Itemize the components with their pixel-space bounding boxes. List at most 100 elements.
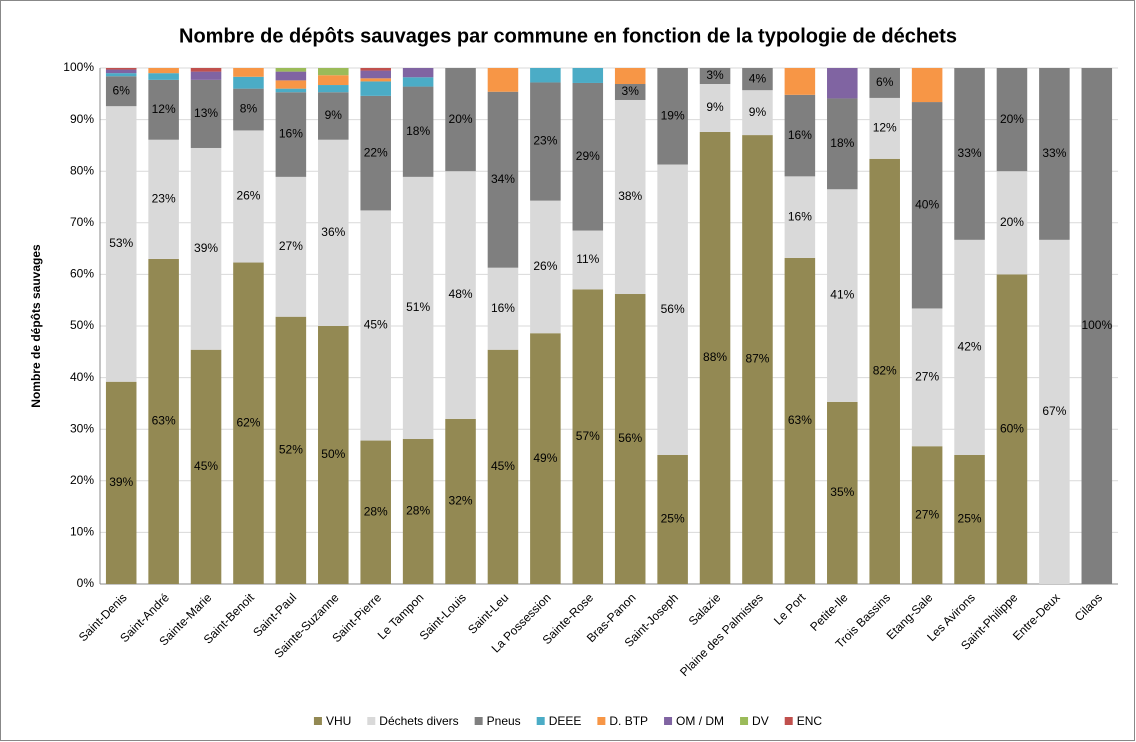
data-label: 41% [830,288,854,302]
data-label: 63% [788,413,812,427]
bar-segment [487,91,519,268]
legend-label: Pneus [487,714,521,728]
bar-segment [318,68,349,76]
bar-segment [105,76,137,107]
data-label: 27% [279,239,303,253]
data-label: 38% [618,189,642,203]
bar-segment [105,73,137,77]
bar-segment [911,308,943,447]
data-label: 50% [321,447,345,461]
bar-segment [275,80,307,89]
bar-segment [996,68,1028,172]
data-label: 22% [364,145,388,159]
legend-label: ENC [797,714,823,728]
data-label: 28% [406,504,430,518]
legend-label: OM / DM [676,714,724,728]
bar-segment [148,68,179,74]
bar-segment [827,401,858,584]
bar-segment [402,86,434,177]
bar-segment [402,176,434,440]
data-label: 27% [915,507,939,521]
bar-segment [827,189,858,402]
bar-segment [148,79,179,140]
bar-segment [233,88,264,131]
data-label: 39% [194,241,218,255]
bar-segment [530,333,561,584]
data-label: 8% [240,102,258,116]
bar-segment [275,71,307,81]
data-label: 23% [533,134,557,148]
data-label: 39% [109,475,133,489]
data-label: 45% [364,318,388,332]
data-label: 51% [406,300,430,314]
legend-swatch [664,717,673,725]
y-tick-label: 60% [70,267,94,281]
legend-label: VHU [326,714,351,728]
y-tick-label: 100% [63,60,94,74]
bar-segment [148,258,179,584]
bar-segment [275,68,307,72]
data-label: 36% [321,225,345,239]
bar-segment [275,88,307,93]
bar-segment [784,94,816,177]
chart-title: Nombre de dépôts sauvages par commune en… [179,25,957,47]
legend-label: DEEE [549,714,582,728]
y-axis-title: Nombre de dépôts sauvages [29,244,43,408]
data-label: 18% [406,124,430,138]
legend-label: D. BTP [609,714,648,728]
y-tick-label: 30% [70,421,94,435]
bar-segment [742,90,773,136]
bar-segment [318,75,349,86]
bar-segment [827,98,858,190]
data-label: 26% [236,189,260,203]
legend-swatch [474,717,483,725]
bar-segment [275,176,307,317]
bar-segment [954,455,985,584]
data-label: 11% [576,252,599,266]
bar-segment [614,99,646,295]
bar-segment [1039,68,1070,240]
data-label: 25% [661,512,685,526]
bar-segment [996,274,1028,584]
bar-segment [827,68,858,99]
bar-segment [614,294,646,584]
data-label: 40% [915,197,939,211]
data-label: 3% [706,68,724,82]
legend-swatch [367,717,376,725]
bar-segment [275,316,307,584]
bar-segment [360,95,391,211]
legend-swatch [597,717,606,725]
bar-segment [233,76,264,89]
y-tick-label: 50% [70,318,94,332]
data-label: 32% [449,494,473,508]
y-tick-label: 90% [70,112,94,126]
data-label: 20% [449,112,473,126]
data-label: 34% [491,172,515,186]
bar-segment [360,81,391,96]
bar-segment [190,68,222,72]
data-label: 53% [109,236,133,250]
bar-segment [360,78,391,82]
bar-segment [530,68,561,83]
data-label: 16% [279,127,303,141]
data-label: 63% [152,414,176,428]
data-label: 42% [958,340,982,354]
bar-segment [530,200,561,334]
data-label: 16% [788,128,812,142]
data-label: 88% [703,350,727,364]
legend-label: Déchets divers [379,714,458,728]
legend-swatch [536,717,545,725]
data-label: 35% [830,485,854,499]
data-label: 27% [915,370,939,384]
bar-segment [402,439,434,584]
bar-segment [742,68,773,91]
bar-segment [1039,239,1070,584]
bar-segment [487,68,519,92]
legend-swatch [784,717,793,725]
data-label: 57% [576,429,600,443]
bar-segment [190,147,222,350]
bar-segment [869,68,900,98]
bar-segment [911,102,943,309]
